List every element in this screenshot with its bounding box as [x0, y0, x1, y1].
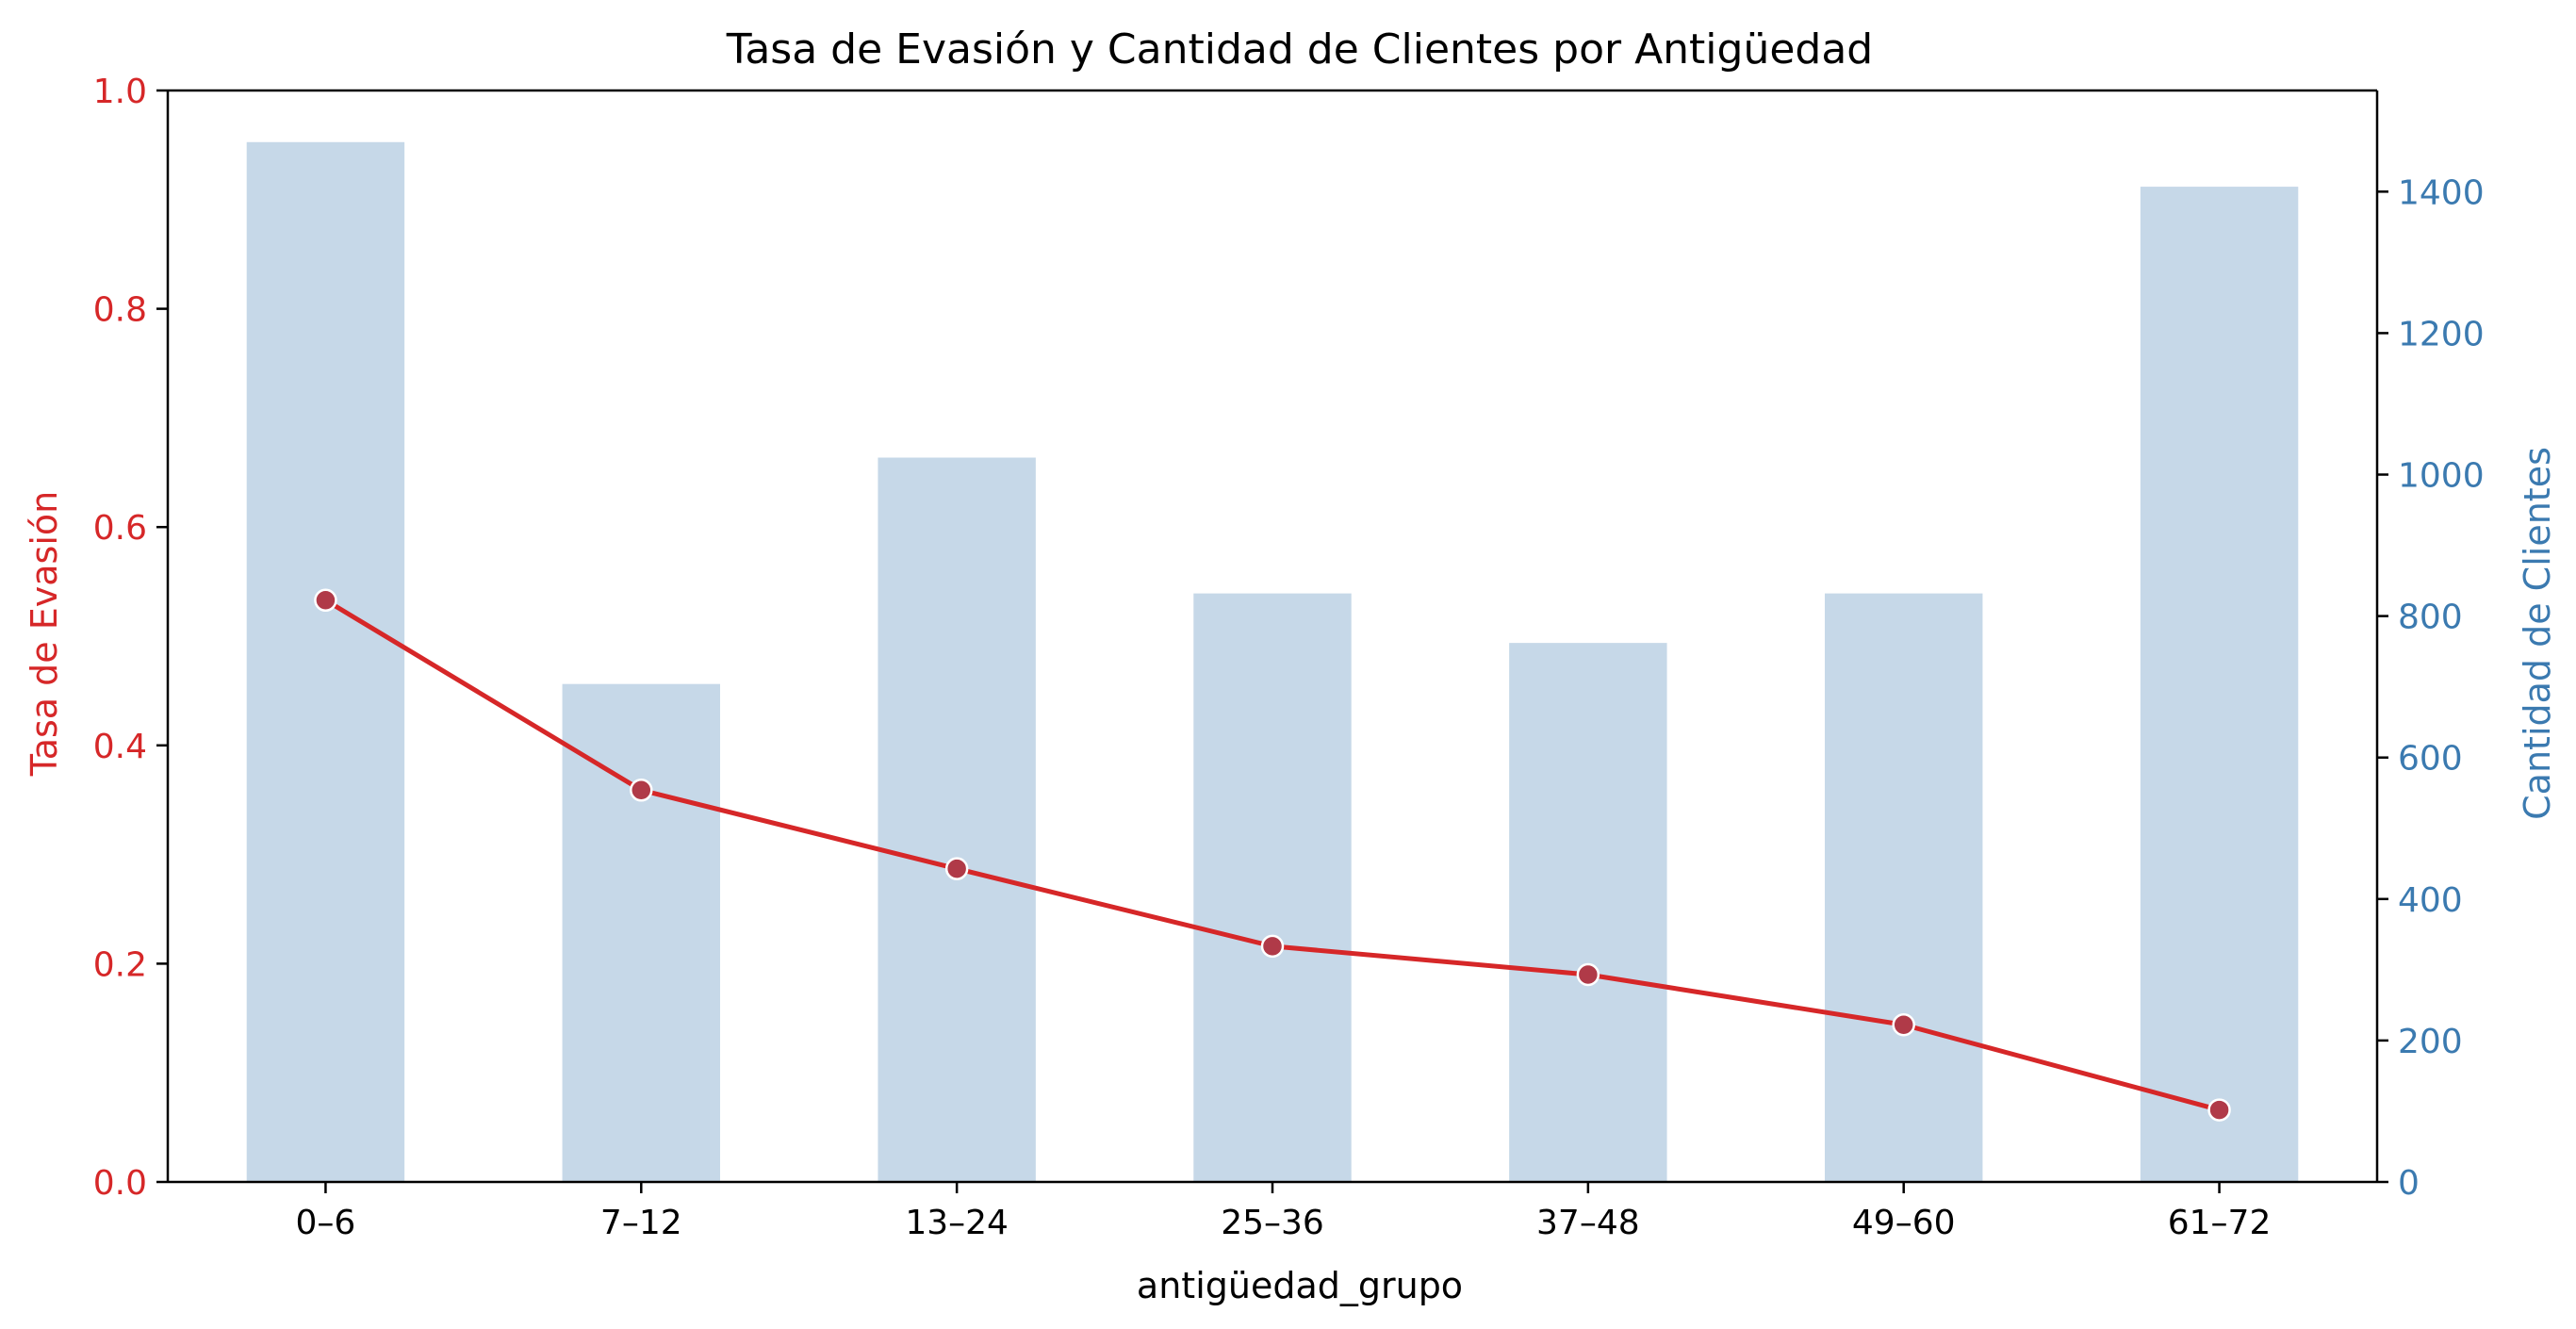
line-point-0	[314, 588, 337, 613]
chart-title: Tasa de Evasión y Cantidad de Clientes p…	[726, 25, 1874, 74]
right-tick-label-7: 1400	[2398, 173, 2485, 212]
bar-4	[1509, 643, 1667, 1182]
x-tick-label-5: 49–60	[1852, 1204, 1956, 1242]
bar-0	[246, 141, 405, 1182]
left-axis-label: Tasa de Evasión	[24, 491, 65, 777]
x-tick-label-4: 37–48	[1536, 1204, 1640, 1242]
left-axis-ticks: 0.0 0.2 0.4 0.6 0.8 1.0	[93, 73, 168, 1203]
left-tick-label-5: 1.0	[93, 73, 147, 111]
right-tick-label-1: 200	[2398, 1023, 2463, 1061]
bar-3	[1193, 593, 1352, 1182]
x-tick-label-2: 13–24	[905, 1204, 1009, 1242]
right-axis-ticks: 0 200 400 600 800 1000 1200 1400	[2377, 173, 2485, 1203]
right-tick-label-5: 1000	[2398, 457, 2485, 496]
bar-5	[1825, 593, 1983, 1182]
right-tick-label-4: 800	[2398, 599, 2463, 637]
x-tick-label-3: 25–36	[1221, 1204, 1324, 1242]
right-axis-label: Cantidad de Clientes	[2517, 447, 2558, 820]
x-tick-label-0: 0–6	[296, 1204, 356, 1242]
right-tick-label-3: 600	[2398, 740, 2463, 779]
right-tick-label-6: 1200	[2398, 315, 2485, 353]
left-tick-label-3: 0.6	[93, 509, 147, 548]
line-point-2	[944, 857, 969, 880]
x-tick-label-6: 61–72	[2168, 1204, 2272, 1242]
left-tick-label-4: 0.8	[93, 291, 147, 330]
bar-series	[246, 141, 2299, 1182]
x-axis-label: antigüedad_grupo	[1137, 1265, 1463, 1306]
line-point-4	[1576, 962, 1600, 987]
bar-6	[2140, 187, 2299, 1182]
right-tick-label-2: 400	[2398, 881, 2463, 920]
left-tick-label-1: 0.2	[93, 945, 147, 984]
x-tick-label-1: 7–12	[600, 1204, 682, 1242]
left-tick-label-2: 0.4	[93, 728, 147, 766]
line-point-5	[1892, 1012, 1915, 1037]
bar-1	[562, 683, 720, 1182]
right-tick-label-0: 0	[2398, 1164, 2420, 1203]
bar-2	[878, 457, 1036, 1182]
line-point-6	[2207, 1098, 2231, 1122]
left-tick-label-0: 0.0	[93, 1164, 147, 1203]
line-point-1	[630, 779, 653, 802]
x-axis-ticks: 0–6 7–12 13–24 25–36 37–48 49–60 61–72	[296, 1182, 2272, 1242]
line-point-3	[1260, 934, 1285, 959]
line-series	[314, 588, 2231, 1122]
